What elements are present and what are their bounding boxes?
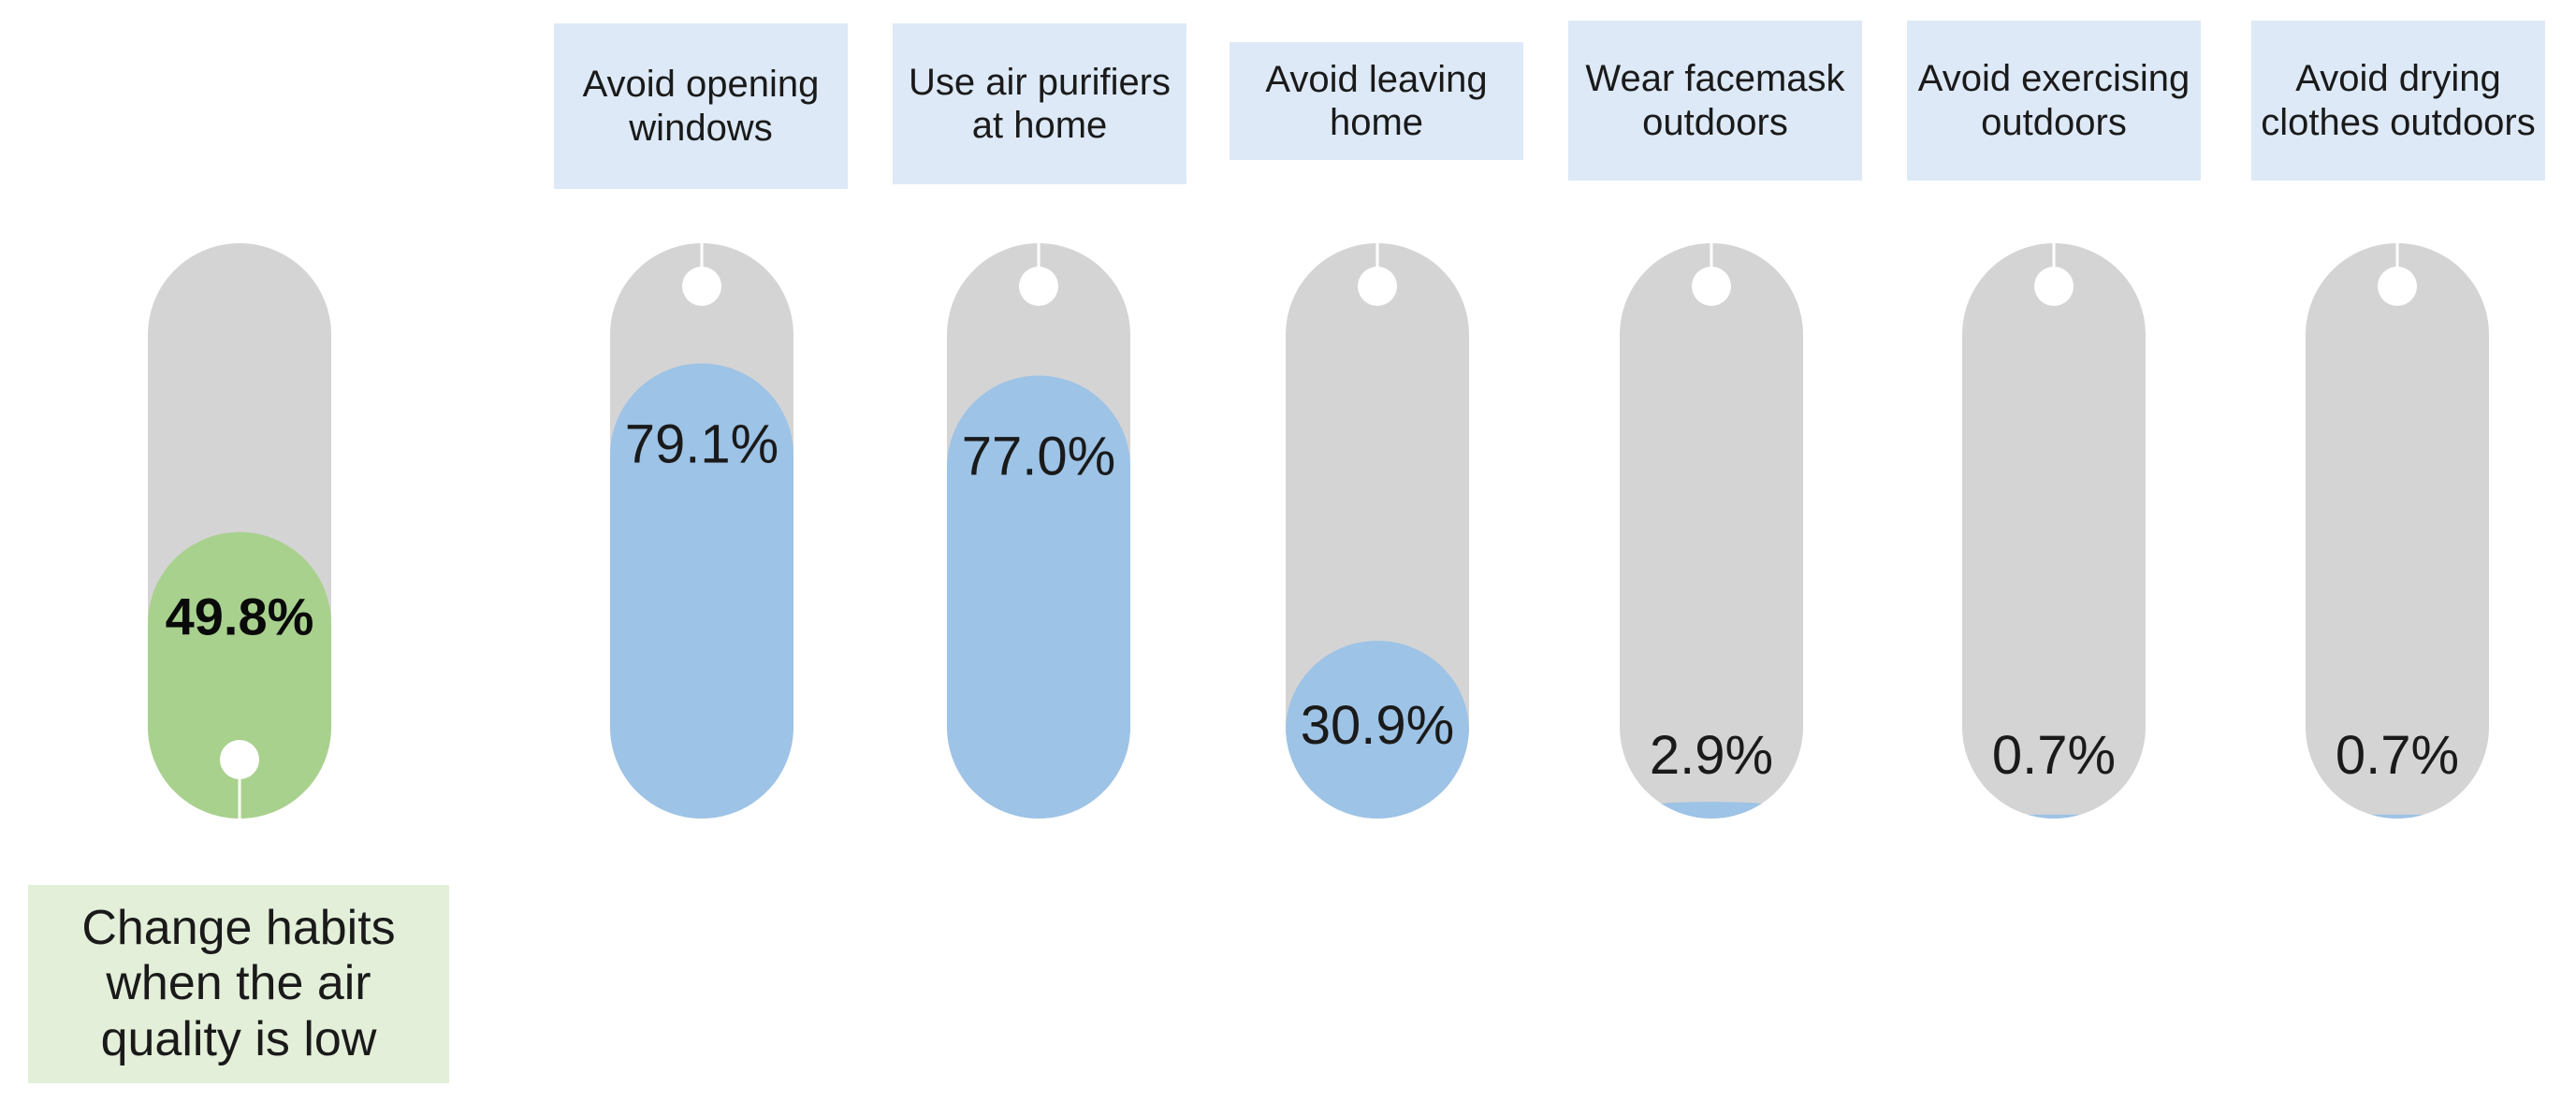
bar-avoid-exercising — [1962, 814, 2146, 819]
tag-hole-wear-facemask — [1692, 267, 1731, 306]
track-wear-facemask — [1620, 243, 1803, 819]
tag-hole-avoid-exercising — [2034, 267, 2074, 306]
value-label-avoid-drying-clothes: 0.7% — [2336, 725, 2459, 786]
tag-hole-change-habits — [220, 740, 259, 779]
value-label-avoid-opening-windows: 79.1% — [625, 414, 779, 475]
bar-wear-facemask — [1620, 802, 1803, 819]
track-avoid-drying-clothes — [2306, 243, 2489, 819]
tube-avoid-drying-clothes: 0.7% — [2306, 243, 2489, 819]
tube-wear-facemask: 2.9% — [1620, 243, 1803, 819]
category-label-avoid-drying-clothes: Avoid drying clothes outdoors — [2251, 21, 2545, 181]
tag-hole-avoid-opening-windows — [682, 267, 721, 306]
bar-avoid-opening-windows — [610, 363, 793, 819]
category-label-avoid-exercising: Avoid exercising outdoors — [1907, 21, 2201, 181]
value-label-change-habits: 49.8% — [166, 587, 314, 646]
category-label-wear-facemask: Wear facemask outdoors — [1568, 21, 1862, 181]
value-label-avoid-leaving-home: 30.9% — [1301, 695, 1454, 756]
category-label-avoid-leaving-home: Avoid leaving home — [1230, 42, 1523, 160]
tube-avoid-opening-windows: 79.1% — [610, 243, 793, 819]
tag-hole-avoid-leaving-home — [1358, 267, 1397, 306]
tag-hole-use-air-purifiers — [1019, 267, 1058, 306]
tubes-group: 49.8% 79.1% 77.0% 30.9% 2.9% 0.7% 0.7% — [148, 243, 2489, 819]
bar-use-air-purifiers — [947, 375, 1130, 819]
tube-use-air-purifiers: 77.0% — [947, 243, 1130, 819]
value-label-avoid-exercising: 0.7% — [1992, 725, 2116, 786]
bar-change-habits — [148, 531, 331, 819]
value-label-wear-facemask: 2.9% — [1650, 725, 1773, 786]
category-label-use-air-purifiers: Use air purifiers at home — [893, 23, 1186, 184]
main-category-label: Change habits when the air quality is lo… — [28, 885, 449, 1083]
track-avoid-exercising — [1962, 243, 2146, 819]
tube-avoid-leaving-home: 30.9% — [1286, 243, 1469, 819]
tube-change-habits: 49.8% — [148, 243, 331, 819]
category-label-avoid-opening-windows: Avoid opening windows — [554, 23, 848, 189]
tag-hole-avoid-drying-clothes — [2378, 267, 2417, 306]
tube-avoid-exercising: 0.7% — [1962, 243, 2146, 819]
value-label-use-air-purifiers: 77.0% — [962, 426, 1115, 486]
bar-avoid-drying-clothes — [2306, 814, 2489, 819]
bar-avoid-leaving-home — [1286, 640, 1469, 819]
